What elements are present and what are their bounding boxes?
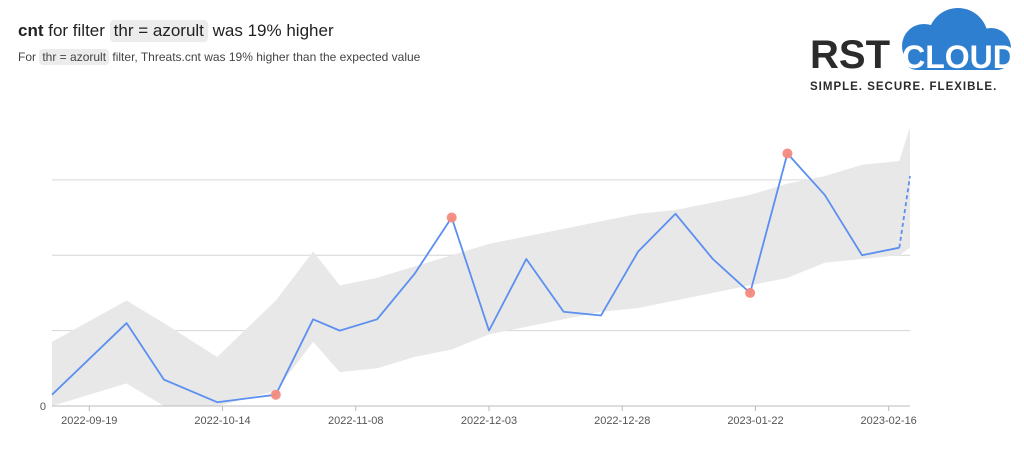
title-filter-chip: thr = azorult — [109, 20, 208, 42]
series-line — [51, 152, 911, 404]
anomaly-point — [782, 148, 793, 159]
logo-tagline: SIMPLE. SECURE. FLEXIBLE. — [810, 81, 997, 93]
x-tick-label: 2023-02-16 — [861, 415, 917, 427]
anomaly-point — [446, 212, 457, 223]
anomaly-point — [270, 389, 281, 400]
x-axis — [52, 405, 910, 411]
x-tick-label: 2022-12-28 — [594, 415, 650, 427]
chart-subtitle: For thr = azorult filter, Threats.cnt wa… — [18, 48, 420, 66]
tick-labels: 2022-09-19 2022-10-14 2022-11-08 2022-12-03… — [40, 401, 917, 427]
x-tick-label: 2023-01-22 — [727, 415, 783, 427]
title-metric: cnt — [18, 21, 44, 40]
x-tick-label: 2022-09-19 — [61, 415, 117, 427]
logo-word-rst: RST — [810, 33, 890, 77]
anomaly-points — [270, 148, 793, 400]
subtitle-text-post: filter, Threats.cnt was 19% higher than … — [112, 50, 421, 64]
expected-range-band — [52, 127, 910, 407]
x-tick-label: 2022-10-14 — [194, 415, 250, 427]
line-chart: 2022-09-19 2022-10-14 2022-11-08 2022-12-03… — [40, 127, 917, 427]
logo-word-cloud: CLOUD — [902, 39, 1016, 75]
x-tick-label: 2022-11-08 — [328, 415, 383, 427]
expected-band-area — [52, 127, 910, 407]
series-line-path — [51, 152, 900, 404]
chart-header: cnt for filter thr = azorult was 19% hig… — [18, 18, 420, 66]
subtitle-filter-chip: thr = azorult — [39, 49, 110, 65]
subtitle-text-pre: For — [18, 50, 36, 64]
title-text-pre: for filter — [48, 21, 105, 40]
title-text-post: was 19% higher — [212, 21, 334, 40]
x-tick-label: 2022-12-03 — [461, 415, 517, 427]
rst-cloud-logo: RST CLOUD SIMPLE. SECURE. FLEXIBLE. — [810, 8, 1016, 93]
y-tick-label: 0 — [40, 401, 46, 413]
series-line-projection — [898, 175, 911, 248]
cloud-shape — [902, 8, 1011, 70]
anomaly-point — [745, 287, 756, 298]
chart-title: cnt for filter thr = azorult was 19% hig… — [18, 18, 420, 44]
